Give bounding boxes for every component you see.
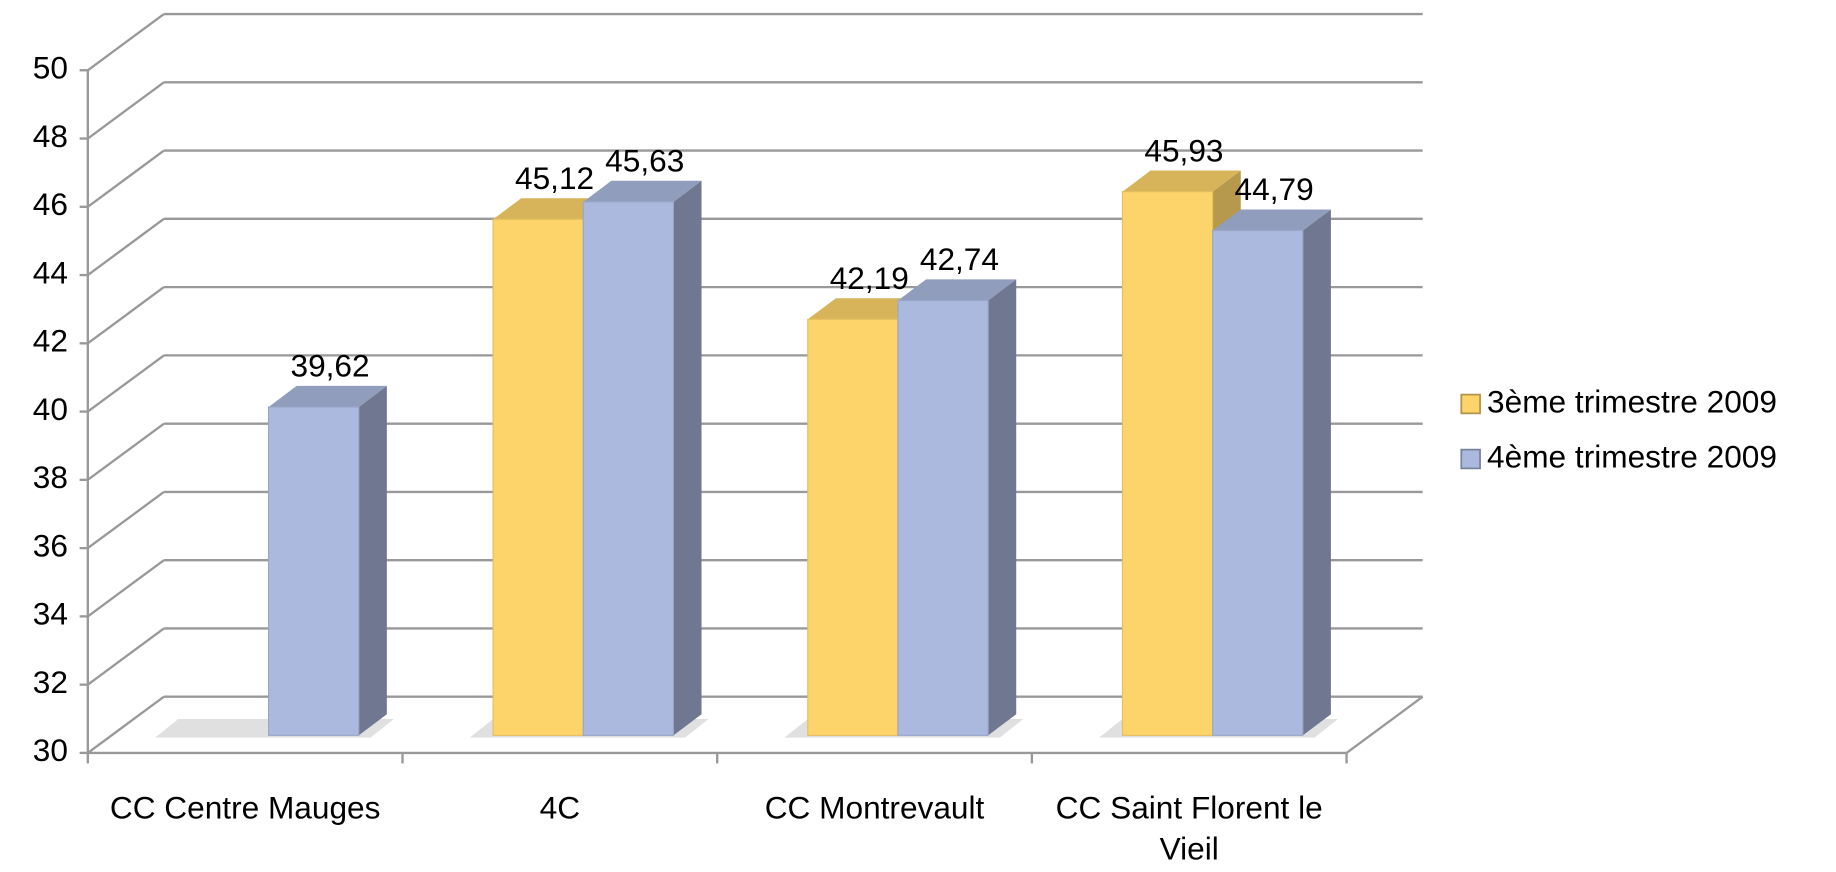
side-grid-line bbox=[88, 14, 164, 70]
bar-group bbox=[1213, 209, 1331, 735]
data-label: 42,19 bbox=[830, 260, 909, 296]
y-tick-label: 32 bbox=[33, 664, 68, 700]
y-tick-label: 40 bbox=[33, 391, 68, 427]
x-tick-label: 4C bbox=[540, 790, 580, 826]
legend-swatch bbox=[1461, 395, 1480, 414]
data-label: 42,74 bbox=[920, 241, 999, 277]
bar-side bbox=[988, 279, 1016, 735]
bar bbox=[1213, 231, 1303, 736]
x-tick-label: CC Centre Mauges bbox=[110, 790, 381, 826]
side-grid-line bbox=[88, 560, 164, 616]
bar-group bbox=[269, 386, 387, 735]
side-grid-line bbox=[88, 628, 164, 684]
side-grid-line bbox=[88, 355, 164, 411]
side-grid-line bbox=[88, 287, 164, 343]
x-tick-label-line: CC Montrevault bbox=[765, 790, 985, 826]
bar bbox=[269, 407, 359, 735]
x-tick-label-line: 4C bbox=[540, 790, 580, 826]
legend-label: 3ème trimestre 2009 bbox=[1487, 383, 1777, 419]
y-tick-label: 42 bbox=[33, 323, 68, 359]
side-grid-line bbox=[88, 492, 164, 548]
y-tick-label: 36 bbox=[33, 527, 68, 563]
data-label: 39,62 bbox=[290, 348, 369, 384]
x-tick-label-line: Vieil bbox=[1160, 831, 1219, 867]
side-grid-line bbox=[88, 424, 164, 480]
bar-group bbox=[583, 181, 701, 736]
bar bbox=[1122, 192, 1212, 736]
side-grid-line bbox=[88, 219, 164, 275]
data-label: 45,63 bbox=[605, 143, 684, 179]
chart: 30 32 34 36 38 40 42 44 46 48 50 39,62 45,12 45,63 42,… bbox=[0, 0, 1836, 872]
side-grid-line bbox=[88, 697, 164, 753]
legend-label: 4ème trimestre 2009 bbox=[1487, 438, 1777, 474]
y-tick-label: 34 bbox=[33, 596, 68, 632]
x-tick-label-line: CC Centre Mauges bbox=[110, 790, 381, 826]
bar-side bbox=[1303, 209, 1331, 735]
y-tick-label: 38 bbox=[33, 459, 68, 495]
x-tick-label-line: CC Saint Florent le bbox=[1056, 790, 1323, 826]
bar-side bbox=[673, 181, 701, 736]
x-tick-label: CC Montrevault bbox=[765, 790, 985, 826]
bar bbox=[898, 301, 988, 736]
bar-side bbox=[359, 386, 387, 735]
y-tick-label: 46 bbox=[33, 186, 68, 222]
legend-swatch bbox=[1461, 450, 1480, 469]
y-tick-label: 44 bbox=[33, 254, 68, 290]
page: 30 32 34 36 38 40 42 44 46 48 50 39,62 45,12 45,63 42,… bbox=[0, 0, 1836, 872]
x-tick-label: CC Saint Florent le Vieil bbox=[1056, 790, 1323, 867]
data-label: 45,12 bbox=[515, 160, 594, 196]
data-label: 44,79 bbox=[1235, 171, 1314, 207]
side-grid-line bbox=[88, 151, 164, 207]
y-tick-label: 50 bbox=[33, 50, 68, 86]
y-tick-label: 30 bbox=[33, 732, 68, 768]
bar bbox=[583, 202, 673, 735]
bar bbox=[808, 319, 898, 735]
floor-edge bbox=[1347, 697, 1423, 753]
bar-group bbox=[898, 279, 1016, 735]
data-label: 45,93 bbox=[1144, 132, 1223, 168]
side-grid-line bbox=[88, 82, 164, 138]
bar bbox=[493, 219, 583, 735]
y-tick-label: 48 bbox=[33, 118, 68, 154]
